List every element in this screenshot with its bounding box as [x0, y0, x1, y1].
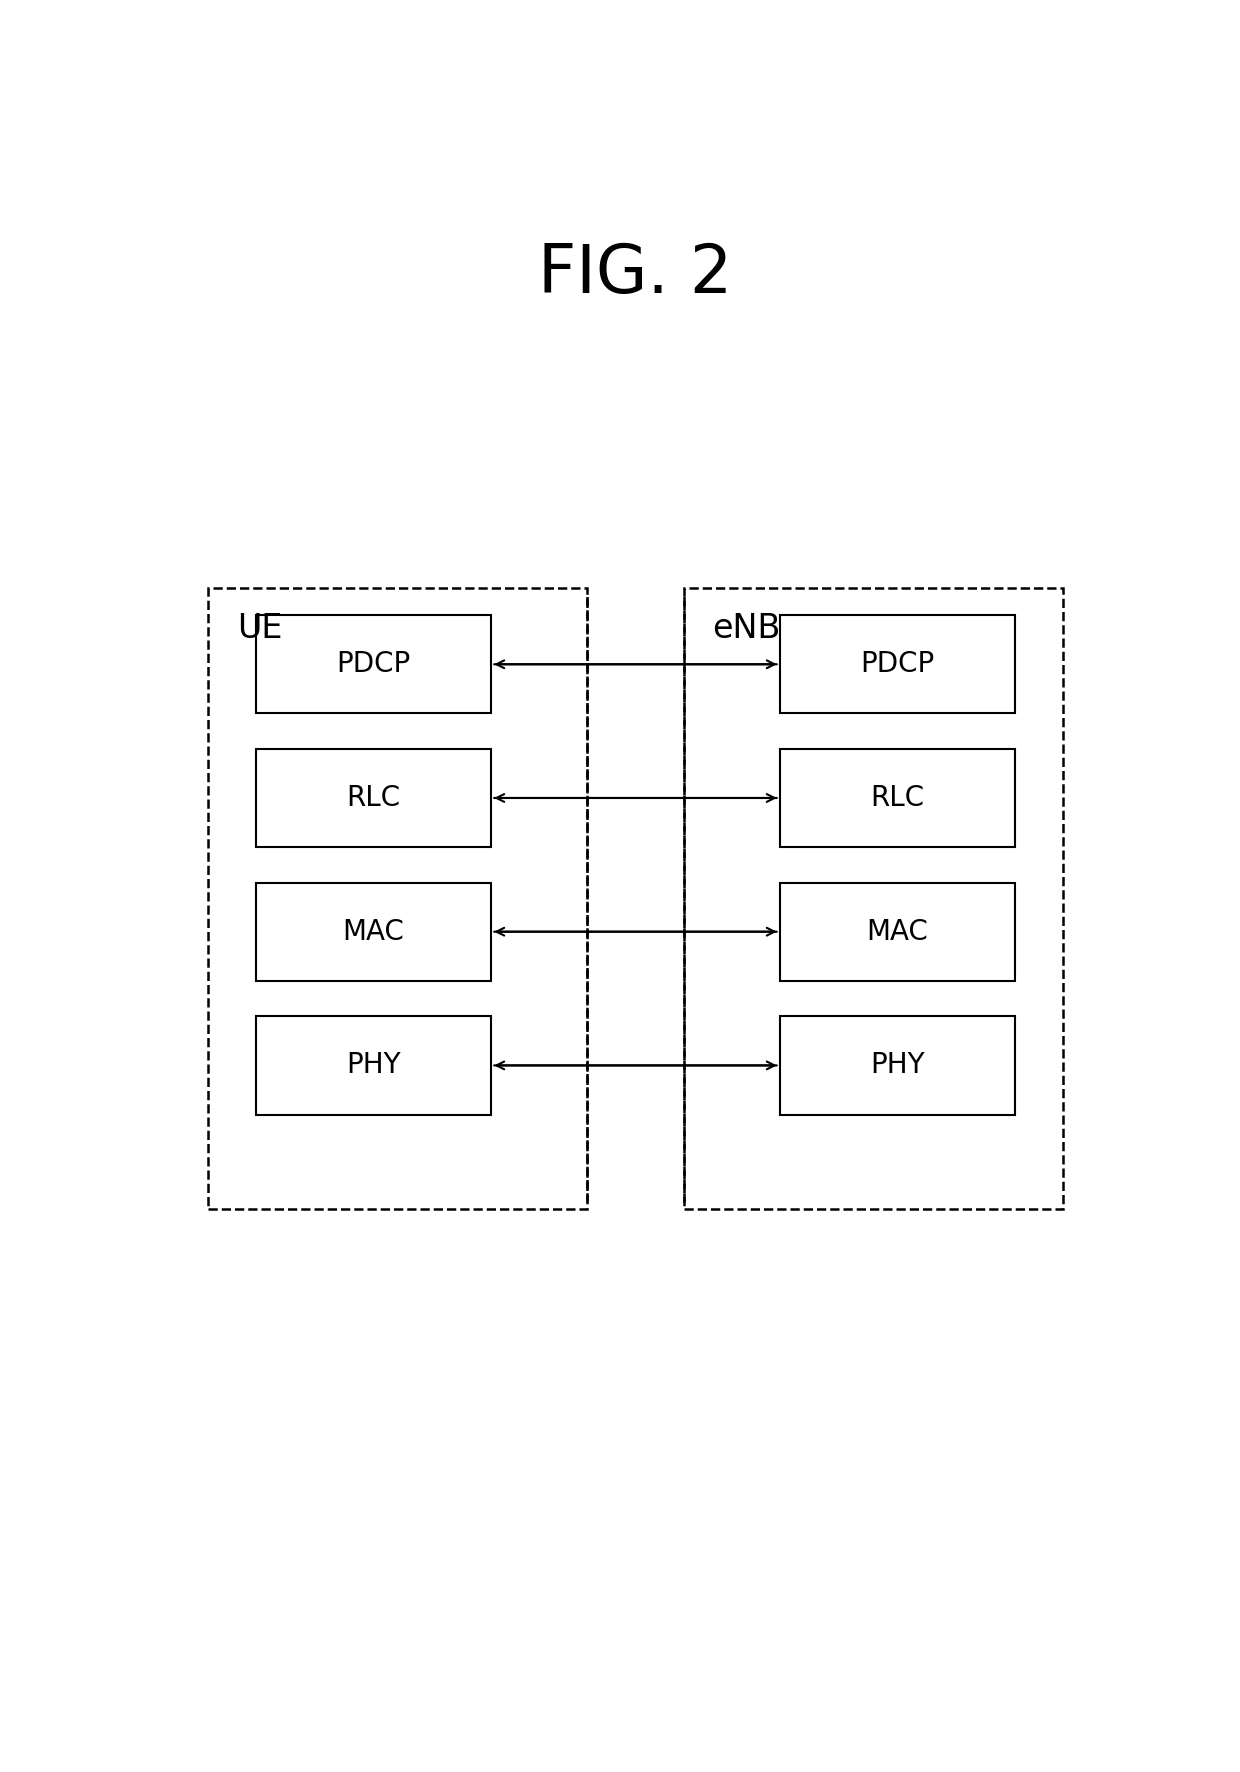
Text: RLC: RLC: [870, 783, 925, 812]
Text: eNB: eNB: [713, 613, 781, 645]
Bar: [208, 588, 588, 1209]
Text: MAC: MAC: [867, 918, 929, 946]
Bar: [683, 588, 1063, 1209]
Bar: [255, 750, 491, 847]
Text: MAC: MAC: [342, 918, 404, 946]
Bar: [255, 615, 491, 714]
Text: RLC: RLC: [346, 783, 401, 812]
Bar: [780, 1017, 1016, 1115]
Bar: [780, 750, 1016, 847]
Text: UE: UE: [237, 613, 283, 645]
Bar: [255, 882, 491, 982]
Bar: [780, 615, 1016, 714]
Text: PHY: PHY: [346, 1051, 401, 1079]
Text: PHY: PHY: [870, 1051, 925, 1079]
Text: PDCP: PDCP: [861, 650, 935, 679]
Bar: [780, 882, 1016, 982]
Bar: [255, 1017, 491, 1115]
Text: PDCP: PDCP: [336, 650, 410, 679]
Text: FIG. 2: FIG. 2: [538, 241, 733, 307]
